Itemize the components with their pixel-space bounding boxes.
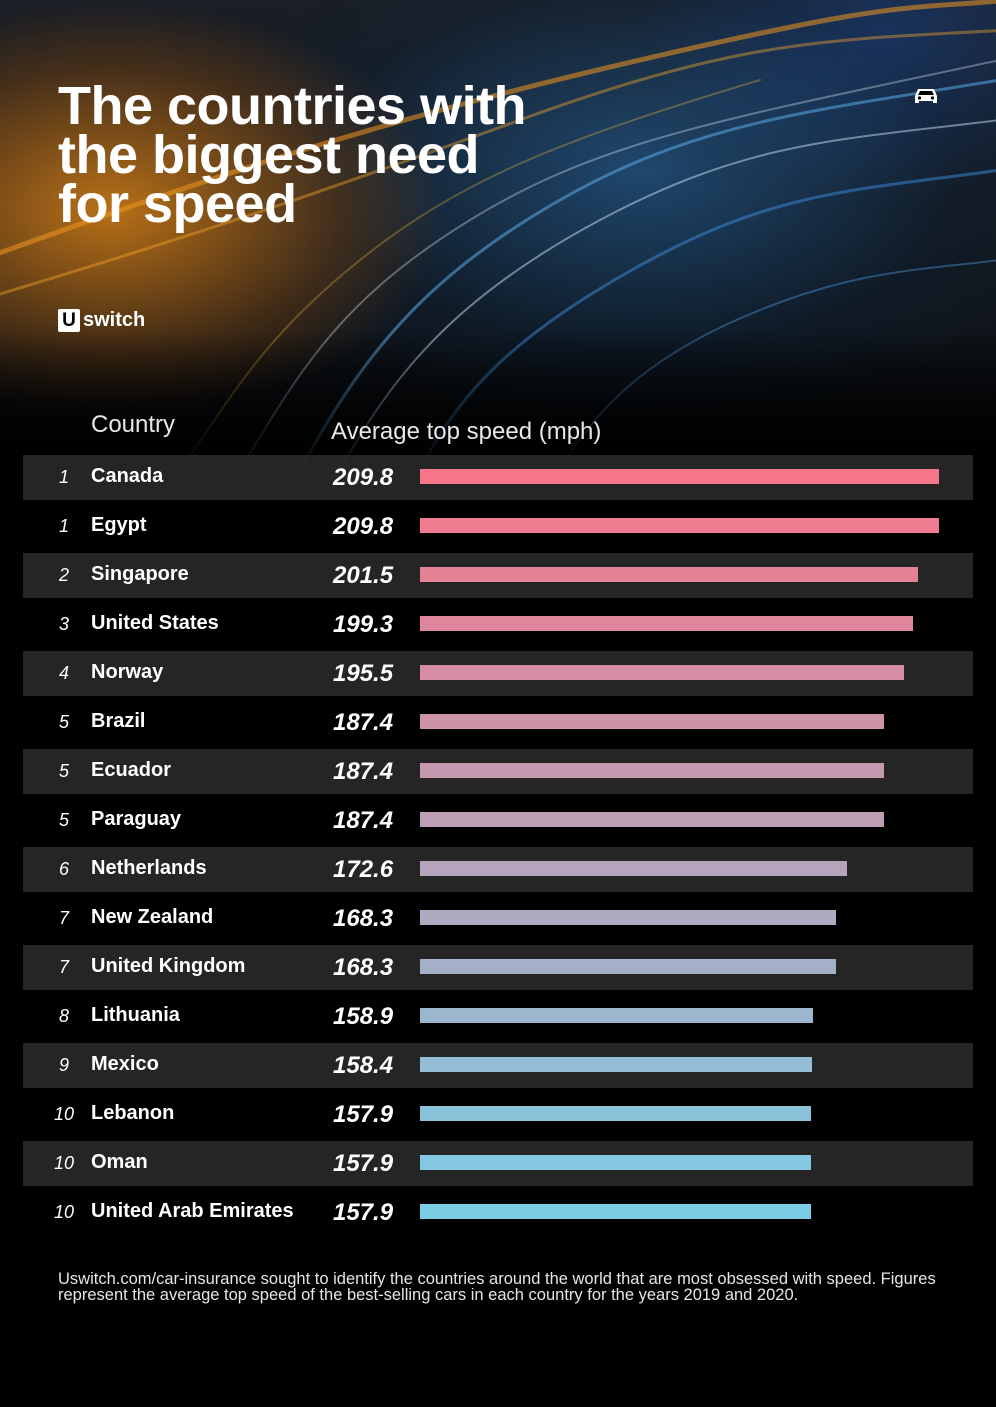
country-label: Mexico [91, 1053, 159, 1075]
uswitch-logo: U switch [58, 309, 145, 332]
logo-text: switch [83, 309, 146, 331]
rank-label: 7 [58, 908, 69, 928]
speed-value-label: 195.5 [333, 660, 394, 687]
title-line: the biggest need [58, 125, 480, 185]
rank-label: 7 [58, 957, 69, 977]
table-row: 10 United Arab Emirates 157.9 [23, 1190, 973, 1239]
table-row: 9 Mexico 158.4 [23, 1043, 973, 1088]
logo-mark: U [58, 309, 80, 332]
table-row: 4 Norway 195.5 [23, 651, 973, 696]
title-line: for speed [58, 174, 297, 234]
rank-label: 2 [58, 565, 69, 585]
table-row: 7 New Zealand 168.3 [23, 896, 973, 945]
speed-bar [420, 1155, 811, 1170]
speed-bar [420, 616, 913, 631]
country-label: United Arab Emirates [91, 1200, 294, 1222]
country-label: Egypt [91, 514, 147, 536]
table-row: 5 Brazil 187.4 [23, 700, 973, 749]
country-label: Paraguay [91, 808, 182, 830]
table-row: 10 Lebanon 157.9 [23, 1092, 973, 1141]
country-label: Lithuania [91, 1004, 180, 1026]
table-row: 6 Netherlands 172.6 [23, 847, 973, 892]
table-row: 2 Singapore 201.5 [23, 553, 973, 598]
rank-label: 5 [58, 810, 69, 830]
speed-value-label: 172.6 [333, 856, 394, 883]
hero-fade [0, 330, 996, 470]
rank-label: 5 [58, 761, 69, 781]
car-icon [913, 86, 939, 111]
speed-value-label: 158.4 [333, 1052, 394, 1079]
speed-bar [420, 812, 884, 827]
table-row: 3 United States 199.3 [23, 602, 973, 651]
speed-value-label: 157.9 [333, 1199, 394, 1226]
speed-column-header: Average top speed (mph) [331, 418, 602, 445]
ranking-table: 1 Canada 209.8 1 Egypt 209.8 2 Singapore 201.5 3 U… [23, 455, 973, 1239]
rank-label: 3 [58, 614, 69, 634]
speed-value-label: 168.3 [333, 905, 394, 932]
country-label: United States [91, 612, 219, 634]
rank-label: 5 [58, 712, 69, 732]
rank-label: 8 [58, 1006, 69, 1026]
speed-bar [420, 567, 918, 582]
speed-bar [420, 861, 847, 876]
rank-label: 1 [58, 516, 69, 536]
title-line: The countries with [58, 76, 527, 136]
speed-value-label: 201.5 [333, 562, 394, 589]
speed-value-label: 187.4 [333, 758, 394, 785]
speed-value-label: 157.9 [333, 1150, 394, 1177]
speed-bar [420, 714, 884, 729]
country-label: Norway [91, 661, 164, 683]
speed-bar [420, 665, 904, 680]
speed-bar [420, 1204, 811, 1219]
rank-label: 9 [58, 1055, 69, 1075]
speed-value-label: 199.3 [333, 611, 394, 638]
speed-bar [420, 763, 884, 778]
chart-title: The countries with the biggest need for … [58, 76, 578, 234]
country-label: Ecuador [91, 759, 172, 781]
speed-value-label: 158.9 [333, 1003, 394, 1030]
table-row: 10 Oman 157.9 [23, 1141, 973, 1186]
speed-bar [420, 910, 836, 925]
country-label: Canada [91, 465, 164, 487]
rank-label: 10 [53, 1153, 75, 1173]
country-label: Netherlands [91, 857, 207, 879]
footnote: Uswitch.com/car-insurance sought to iden… [58, 1270, 936, 1304]
speed-value-label: 209.8 [333, 513, 394, 540]
speed-value-label: 168.3 [333, 954, 394, 981]
table-row: 5 Ecuador 187.4 [23, 749, 973, 794]
speed-bar [420, 1008, 813, 1023]
rank-label: 6 [58, 859, 69, 879]
table-row: 1 Egypt 209.8 [23, 504, 973, 553]
table-row: 5 Paraguay 187.4 [23, 798, 973, 847]
table-row: 7 United Kingdom 168.3 [23, 945, 973, 990]
hero-background [0, 0, 996, 470]
speed-bar [420, 959, 836, 974]
table-row: 8 Lithuania 158.9 [23, 994, 973, 1043]
speed-bar [420, 518, 939, 533]
country-label: Singapore [91, 563, 189, 585]
country-label: United Kingdom [91, 955, 246, 977]
rank-label: 10 [53, 1104, 75, 1124]
speed-value-label: 209.8 [333, 464, 394, 491]
speed-value-label: 187.4 [333, 709, 394, 736]
speed-value-label: 157.9 [333, 1101, 394, 1128]
country-label: Lebanon [91, 1102, 175, 1124]
rank-label: 4 [58, 663, 69, 683]
speed-bar [420, 469, 939, 484]
rank-label: 1 [58, 467, 69, 487]
speed-bar [420, 1106, 811, 1121]
country-label: Brazil [91, 710, 146, 732]
country-label: Oman [91, 1151, 148, 1173]
country-label: New Zealand [91, 906, 214, 928]
rank-label: 10 [53, 1202, 75, 1222]
speed-bar [420, 1057, 812, 1072]
country-column-header: Country [91, 411, 176, 438]
table-row: 1 Canada 209.8 [23, 455, 973, 500]
speed-value-label: 187.4 [333, 807, 394, 834]
